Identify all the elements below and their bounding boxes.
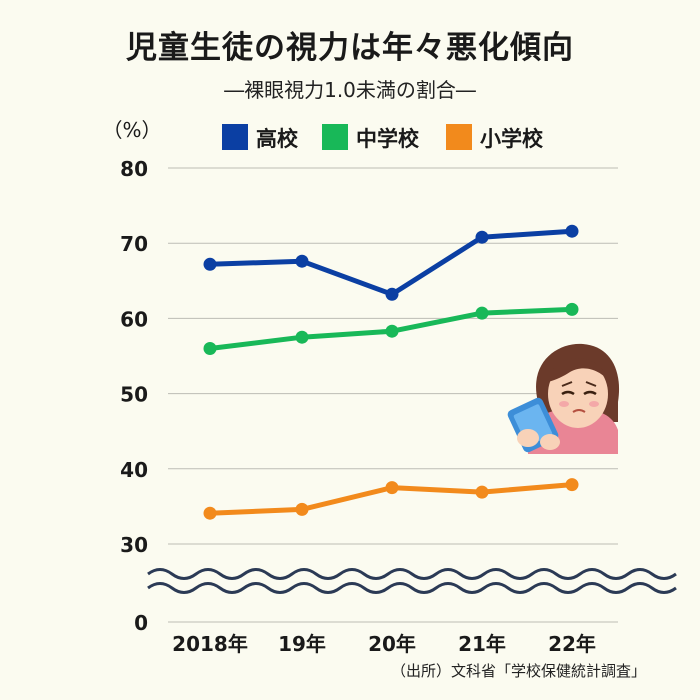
girl-looking-at-smartphone-icon (507, 343, 620, 454)
data-point (385, 324, 399, 338)
data-point (565, 302, 579, 316)
data-point (203, 257, 217, 271)
data-point (295, 502, 309, 516)
data-point (295, 254, 309, 268)
y-tick-label: 60 (120, 307, 148, 331)
series (203, 224, 579, 520)
legend-swatch (222, 124, 248, 150)
data-point (385, 287, 399, 301)
legend-label: 小学校 (480, 127, 544, 151)
y-tick-label: 50 (120, 383, 148, 407)
chart-subtitle: ―裸眼視力1.0未満の割合― (224, 78, 476, 102)
axis-break-wave (147, 568, 677, 580)
series-line (209, 228, 573, 297)
y-tick-label: 40 (120, 458, 148, 482)
data-point (203, 506, 217, 520)
x-tick-label: 20年 (368, 632, 416, 656)
legend-swatch (446, 124, 472, 150)
data-point (565, 224, 579, 238)
y-axis-label: （%） (102, 118, 161, 142)
data-point (385, 481, 399, 495)
y-ticks: 80 70 60 50 40 30 0 （%） (102, 118, 161, 635)
legend-swatch (322, 124, 348, 150)
x-tick-label: 21年 (458, 632, 506, 656)
legend-label: 中学校 (356, 127, 420, 151)
x-tick-label: 19年 (278, 632, 326, 656)
y-tick-label: 0 (134, 611, 148, 635)
data-point (565, 478, 579, 492)
source-note: （出所）文科省「学校保健統計調査」 (390, 662, 646, 680)
axis-break (147, 566, 677, 594)
chart-title: 児童生徒の視力は年々悪化傾向 (126, 30, 574, 66)
data-point (295, 330, 309, 344)
legend-label: 高校 (256, 127, 299, 151)
y-tick-label: 70 (120, 232, 148, 256)
y-tick-label: 80 (120, 157, 148, 181)
y-tick-label: 30 (120, 533, 148, 557)
data-point (475, 306, 489, 320)
axis-break-wave (147, 582, 677, 594)
x-ticks: 2018年 19年 20年 21年 22年 (172, 632, 596, 656)
data-point (475, 485, 489, 499)
x-tick-label: 22年 (548, 632, 596, 656)
legend: 高校 中学校 小学校 (222, 124, 544, 151)
data-point (203, 342, 217, 355)
x-tick-label: 2018年 (172, 632, 248, 656)
data-point (475, 230, 489, 244)
